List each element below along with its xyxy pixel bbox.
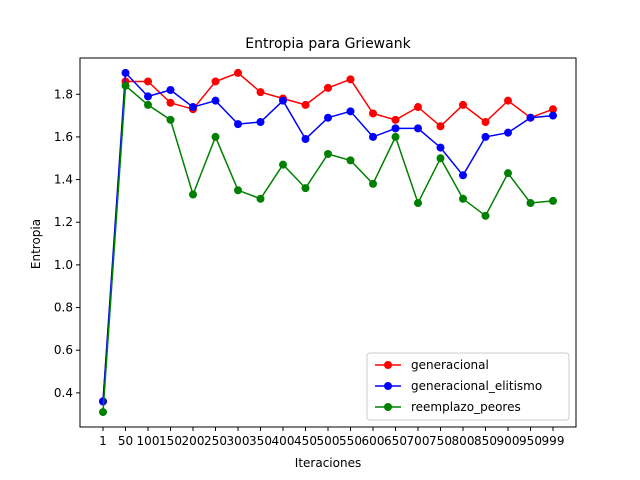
x-tick-label: 600: [362, 434, 385, 448]
data-point-generacional: [369, 109, 377, 118]
data-point-reemplazo_peores: [549, 196, 557, 205]
data-point-reemplazo_peores: [481, 211, 490, 220]
y-tick-label: 1.0: [54, 258, 73, 272]
data-point-reemplazo_peores: [346, 156, 355, 165]
data-point-reemplazo_peores: [279, 160, 287, 169]
data-point-generacional: [166, 98, 175, 107]
x-tick-label: 999: [542, 434, 565, 448]
data-point-generacional_elitismo: [436, 143, 445, 152]
x-tick-label: 500: [317, 434, 340, 448]
data-point-generacional_elitismo: [211, 96, 220, 105]
data-point-generacional_elitismo: [391, 124, 400, 133]
legend-marker: [384, 361, 392, 369]
y-tick-label: 0.4: [54, 386, 73, 400]
legend: generacional generacional_elitismoreempla…: [366, 352, 570, 421]
chart-title: Entropia para Griewank: [245, 36, 411, 52]
data-point-generacional_elitismo: [369, 132, 377, 141]
legend-label: reemplazo_peores: [411, 400, 521, 414]
data-point-generacional_elitismo: [346, 107, 355, 116]
legend-label: generacional_elitismo: [411, 379, 542, 393]
data-point-reemplazo_peores: [459, 194, 467, 203]
data-point-generacional_elitismo: [189, 103, 197, 112]
data-point-reemplazo_peores: [256, 194, 265, 203]
legend-marker: [384, 403, 392, 411]
data-point-generacional: [414, 103, 422, 112]
data-point-generacional: [549, 105, 557, 114]
x-tick-label: 450: [294, 434, 317, 448]
y-tick-label: 0.6: [54, 343, 73, 357]
x-tick-label: 50: [118, 434, 133, 448]
data-point-reemplazo_peores: [166, 115, 175, 124]
x-tick-label: 650: [384, 434, 407, 448]
data-point-generacional: [324, 83, 332, 92]
data-point-generacional: [504, 96, 512, 105]
data-point-reemplazo_peores: [189, 190, 197, 199]
legend-marker: [384, 382, 392, 390]
x-tick-label: 300: [227, 434, 250, 448]
data-point-generacional_elitismo: [166, 85, 175, 94]
data-point-generacional: [256, 88, 265, 97]
data-point-reemplazo_peores: [391, 132, 400, 141]
x-tick-label: 800: [452, 434, 475, 448]
data-point-generacional: [301, 100, 310, 109]
x-tick-label: 100: [137, 434, 160, 448]
x-tick-label: 150: [159, 434, 182, 448]
x-axis-label: Iteraciones: [295, 456, 361, 470]
x-tick-label: 850: [474, 434, 497, 448]
x-tick-label: 950: [519, 434, 542, 448]
data-point-reemplazo_peores: [504, 169, 512, 178]
data-point-generacional_elitismo: [414, 124, 422, 133]
x-tick-label: 700: [407, 434, 430, 448]
data-point-generacional: [144, 77, 152, 86]
data-point-generacional: [234, 68, 242, 77]
data-point-generacional_elitismo: [121, 68, 130, 77]
x-tick-label: 1: [99, 434, 107, 448]
data-point-reemplazo_peores: [234, 186, 242, 195]
data-point-generacional: [459, 100, 467, 109]
y-tick-label: 1.2: [54, 215, 73, 229]
y-tick-label: 1.6: [54, 130, 73, 144]
data-point-generacional_elitismo: [459, 171, 467, 180]
y-tick-label: 1.8: [54, 87, 73, 101]
data-point-generacional_elitismo: [549, 111, 557, 120]
data-point-generacional_elitismo: [504, 128, 512, 137]
data-point-generacional_elitismo: [324, 113, 332, 122]
data-point-generacional_elitismo: [256, 117, 265, 126]
x-tick-label: 900: [497, 434, 520, 448]
legend-box: [366, 352, 570, 421]
data-point-generacional: [436, 122, 445, 131]
y-tick-label: 1.4: [54, 173, 73, 187]
x-tick-label: 250: [204, 434, 227, 448]
x-tick-label: 400: [272, 434, 295, 448]
data-point-generacional: [481, 117, 490, 126]
data-point-generacional_elitismo: [234, 120, 242, 129]
x-tick-label: 350: [249, 434, 272, 448]
y-tick-label: 0.8: [54, 301, 73, 315]
data-point-generacional_elitismo: [279, 96, 287, 105]
data-point-generacional_elitismo: [144, 92, 152, 101]
data-point-reemplazo_peores: [369, 179, 377, 188]
data-point-generacional: [346, 75, 355, 84]
data-point-reemplazo_peores: [301, 184, 310, 193]
data-point-reemplazo_peores: [436, 154, 445, 163]
data-point-reemplazo_peores: [211, 132, 220, 141]
data-point-generacional: [211, 77, 220, 86]
x-tick-label: 200: [182, 434, 205, 448]
data-point-reemplazo_peores: [414, 199, 422, 208]
data-point-reemplazo_peores: [324, 149, 332, 158]
data-point-generacional_elitismo: [301, 135, 310, 144]
data-point-generacional_elitismo: [481, 132, 490, 141]
y-axis-label: Entropia: [29, 219, 43, 269]
data-point-generacional: [391, 115, 400, 124]
data-point-generacional_elitismo: [526, 113, 535, 122]
legend-label: generacional: [411, 358, 489, 372]
data-point-reemplazo_peores: [526, 199, 535, 208]
data-point-reemplazo_peores: [121, 81, 130, 90]
x-tick-label: 550: [339, 434, 362, 448]
data-point-reemplazo_peores: [144, 100, 152, 109]
data-point-reemplazo_peores: [99, 408, 107, 417]
x-tick-label: 750: [429, 434, 452, 448]
plot-area: 1 50 100 150 200 250 300 350 400 450 500 550 600 650 7…: [54, 57, 577, 448]
